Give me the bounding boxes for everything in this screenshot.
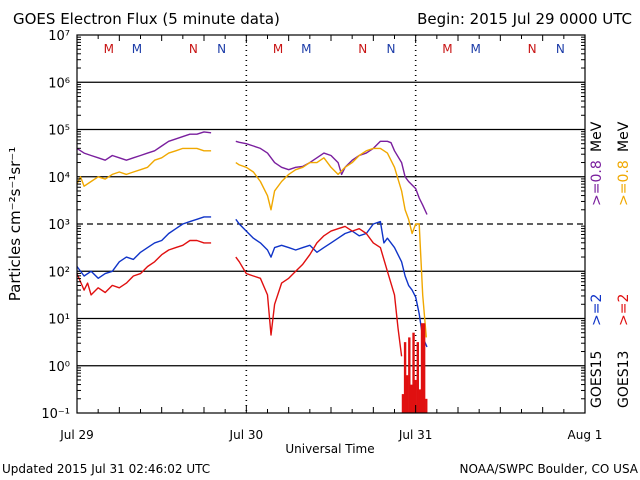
- x-tick-label: Jul 31: [398, 428, 433, 442]
- x-tick-label: Jul 30: [229, 428, 264, 442]
- credit-label: NOAA/SWPC Boulder, CO USA: [460, 462, 639, 476]
- series-line-0: [235, 140, 428, 215]
- series-line-2: [76, 216, 212, 279]
- mn-marker: N: [556, 42, 565, 56]
- x-tick-label: Jul 29: [59, 428, 94, 442]
- spike-bar: [425, 398, 428, 413]
- mn-marker: M: [132, 42, 142, 56]
- y-tick-label: 10¹: [48, 313, 70, 328]
- series-line-1: [76, 147, 212, 187]
- y-tick-label: 10⁰: [48, 360, 70, 375]
- spike-bar: [422, 323, 426, 413]
- axis-ticks: 10⁻¹ 10⁰ 10¹ 10² 10³ 10⁴ 10⁵ 10⁶ 10⁷ Jul 29 Jul 30…: [41, 29, 602, 442]
- y-tick-label: 10³: [48, 218, 70, 233]
- legend-label: >=0.8: [589, 160, 605, 206]
- spike-bar: [412, 332, 415, 413]
- mn-marker: M: [470, 42, 480, 56]
- mn-marker: M: [273, 42, 283, 56]
- legend-unit: MeV: [616, 121, 632, 152]
- y-tick-label: 10⁴: [48, 171, 70, 186]
- satellite-label: GOES15: [589, 351, 605, 408]
- satellite-label: GOES13: [616, 351, 632, 408]
- series-lines: [76, 131, 428, 413]
- y-tick-label: 10⁵: [48, 124, 70, 139]
- mn-marker: N: [217, 42, 226, 56]
- x-axis-label: Universal Time: [285, 442, 374, 456]
- y-tick-label: 10⁻¹: [41, 407, 70, 422]
- legend-label: >=2: [589, 294, 605, 326]
- series-line-3: [235, 225, 403, 357]
- series-line-2: [235, 218, 428, 348]
- legend-label: >=0.8: [616, 160, 632, 206]
- begin-label: Begin: 2015 Jul 29 0000 UTC: [417, 10, 632, 28]
- y-tick-label: 10⁶: [48, 76, 70, 91]
- spike-bar: [416, 342, 419, 413]
- spike-bar: [401, 394, 405, 413]
- mn-marker: M: [301, 42, 311, 56]
- mn-marker: M: [442, 42, 452, 56]
- spike-bar: [420, 323, 424, 413]
- spike-bar: [408, 337, 411, 413]
- chart-title: GOES Electron Flux (5 minute data): [13, 10, 280, 28]
- y-tick-label: 10²: [48, 265, 70, 280]
- spike-bar: [403, 342, 407, 413]
- spike-bar: [406, 375, 409, 413]
- gridlines: [77, 81, 585, 367]
- y-axis-label: Particles cm⁻²s⁻¹sr⁻¹: [6, 147, 24, 301]
- mn-marker: N: [386, 42, 395, 56]
- series-line-3: [76, 239, 212, 296]
- mn-marker: N: [189, 42, 198, 56]
- y-tick-label: 10⁷: [48, 29, 70, 44]
- spike-bar: [410, 384, 413, 413]
- legend-unit: MeV: [589, 121, 605, 152]
- spike-bar: [418, 389, 422, 413]
- mn-marker: N: [528, 42, 537, 56]
- legend: >=2 >=2 >=0.8 >=0.8 MeV MeV GOES15 GOES13: [589, 121, 632, 408]
- series-line-1: [235, 147, 427, 338]
- day-separators: [245, 35, 417, 413]
- spike-bar: [414, 379, 417, 413]
- mn-marker: M: [104, 42, 114, 56]
- updated-label: Updated 2015 Jul 31 02:46:02 UTC: [2, 462, 210, 476]
- series-line-0: [76, 131, 212, 161]
- mn-marker: N: [358, 42, 367, 56]
- legend-label: >=2: [616, 294, 632, 326]
- x-tick-label: Aug 1: [568, 428, 603, 442]
